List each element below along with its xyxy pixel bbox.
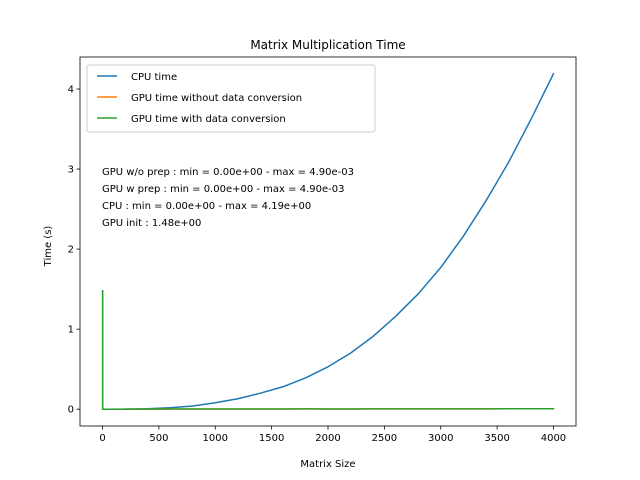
x-tick-label-7: 3500 — [484, 433, 509, 444]
annotation-gpu-init: GPU init : 1.48e+00 — [102, 218, 201, 229]
y-axis-label: Time (s) — [43, 226, 54, 268]
x-tick-label-0: 0 — [99, 433, 105, 444]
legend-frame — [86, 64, 376, 133]
x-tick-label-1: 500 — [149, 433, 168, 444]
y-tick-label-3: 3 — [68, 165, 74, 176]
annotation-gpu-without-prep: GPU w/o prep : min = 0.00e+00 - max = 4.… — [102, 167, 354, 178]
legend-label-1: GPU time without data conversion — [131, 93, 302, 104]
legend: CPU time GPU time without data conversion… — [86, 64, 376, 133]
y-tick-label-2: 2 — [68, 245, 74, 256]
y-tick-label-4: 4 — [68, 85, 74, 96]
x-tick-label-6: 3000 — [428, 433, 453, 444]
annotation-gpu-with-prep: GPU w prep : min = 0.00e+00 - max = 4.90… — [102, 184, 344, 195]
legend-label-2: GPU time with data conversion — [131, 114, 286, 125]
y-tick-label-0: 0 — [68, 405, 74, 416]
x-tick-label-5: 2500 — [372, 433, 397, 444]
legend-label-0: CPU time — [131, 72, 177, 83]
series-line-0 — [101, 72, 555, 410]
annotation-block: GPU w/o prep : min = 0.00e+00 - max = 4.… — [102, 167, 354, 229]
x-tick-label-2: 1000 — [203, 433, 228, 444]
plot-area: 0 500 1000 1500 2000 2500 3000 3500 4000 0 1 2 3 4 — [68, 56, 577, 444]
series-line-2 — [101, 289, 555, 410]
x-tick-label-8: 4000 — [541, 433, 566, 444]
x-axis-label: Matrix Size — [300, 459, 355, 470]
x-tick-label-3: 1500 — [259, 433, 284, 444]
annotation-cpu: CPU : min = 0.00e+00 - max = 4.19e+00 — [102, 201, 311, 212]
y-tick-label-1: 1 — [68, 325, 74, 336]
chart-title: Matrix Multiplication Time — [250, 38, 405, 52]
x-tick-label-4: 2000 — [315, 433, 340, 444]
